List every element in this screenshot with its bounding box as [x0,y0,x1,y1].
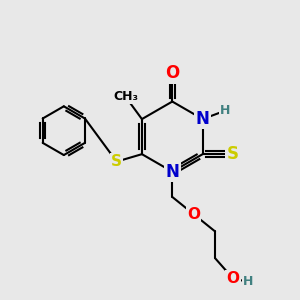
Text: H: H [220,104,230,117]
Text: S: S [111,154,122,169]
Text: N: N [165,163,179,181]
Text: S: S [226,145,238,163]
Text: O: O [165,64,179,82]
Text: O: O [226,271,239,286]
Text: CH₃: CH₃ [113,90,138,103]
Text: N: N [196,110,210,128]
Text: O: O [187,207,200,222]
Text: H: H [243,275,254,289]
